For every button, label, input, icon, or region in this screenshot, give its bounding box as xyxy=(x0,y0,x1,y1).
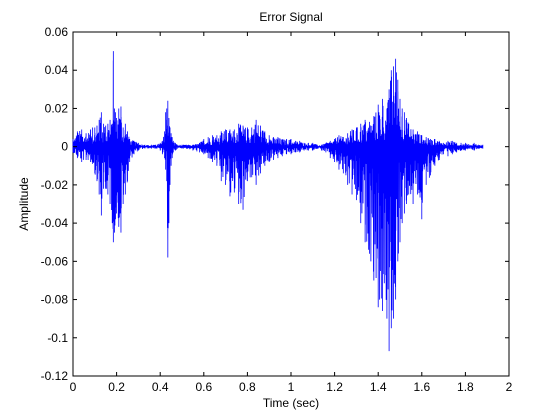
y-tick-label: 0.04 xyxy=(45,63,69,77)
x-tick-label: 0.6 xyxy=(195,380,212,394)
y-tick-label: -0.12 xyxy=(41,369,69,383)
x-tick-label: 0.4 xyxy=(152,380,169,394)
x-tick-label: 1.2 xyxy=(326,380,343,394)
x-tick-label: 0.2 xyxy=(108,380,125,394)
y-tick-label: -0.04 xyxy=(41,216,69,230)
signal-line xyxy=(72,51,484,352)
y-tick-label: -0.08 xyxy=(41,293,69,307)
x-tick-label: 1 xyxy=(288,380,295,394)
y-tick-label: 0 xyxy=(61,140,68,154)
x-tick-label: 1.6 xyxy=(413,380,430,394)
x-tick-label: 2 xyxy=(506,380,513,394)
y-tick-label: 0.02 xyxy=(45,101,69,115)
plot-frame xyxy=(72,31,510,377)
x-tick-label: 1.8 xyxy=(457,380,474,394)
y-tick-label: 0.06 xyxy=(45,25,69,39)
y-tick-label: -0.06 xyxy=(41,254,69,268)
y-tick-label: -0.02 xyxy=(41,178,69,192)
x-axis-label: Time (sec) xyxy=(263,396,319,410)
y-axis-label: Amplitude xyxy=(17,177,31,231)
x-tick-label: 1.4 xyxy=(370,380,387,394)
plot-layer: 0 0.2 0.4 0.6 0.8 1 1.2 1.4 1.6 1.8 2 -0.12-0.1-0.… xyxy=(41,25,513,394)
x-tick-label: 0 xyxy=(70,380,77,394)
x-tick-label: 0.8 xyxy=(239,380,256,394)
y-ticks: -0.12 -0.1 -0.08 -0.06 -0.04 -0.02 0 0.02 0.04 0.… xyxy=(41,25,509,383)
y-tick-label: -0.1 xyxy=(47,331,68,345)
x-ticks: 0 0.2 0.4 0.6 0.8 1 1.2 1.4 1.6 1.8 2 xyxy=(70,32,513,394)
chart-title: Error Signal xyxy=(259,10,322,24)
